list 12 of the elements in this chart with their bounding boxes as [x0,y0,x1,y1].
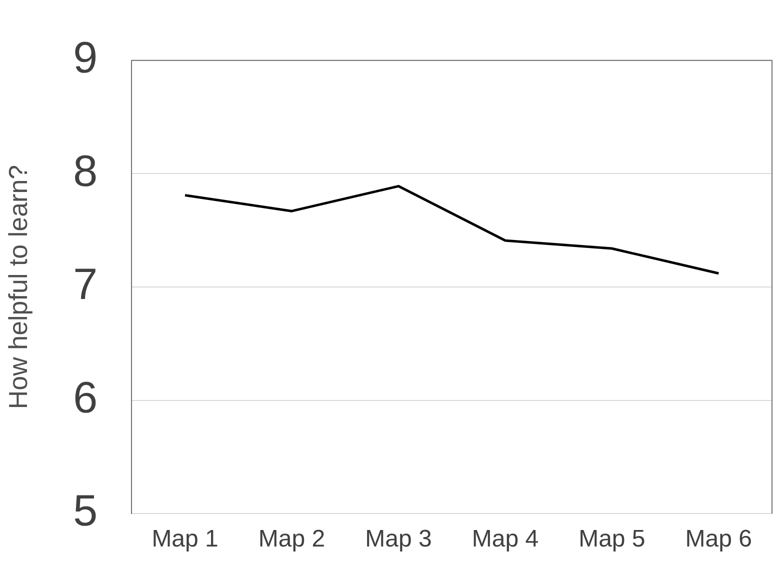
y-axis-title: How helpful to learn? [2,164,33,410]
x-tick-label: Map 6 [685,526,752,553]
x-tick-label: Map 3 [365,526,432,553]
y-tick-label: 6 [73,373,98,422]
y-tick-label: 9 [73,34,98,83]
x-tick-label: Map 4 [472,526,539,553]
x-tick-label: Map 1 [152,526,218,553]
x-tick-label: Map 5 [578,526,646,553]
x-tick-label: Map 2 [258,526,326,553]
y-tick-label: 8 [73,146,98,196]
y-tick-label: 5 [73,486,98,536]
y-tick-label: 7 [73,260,98,310]
